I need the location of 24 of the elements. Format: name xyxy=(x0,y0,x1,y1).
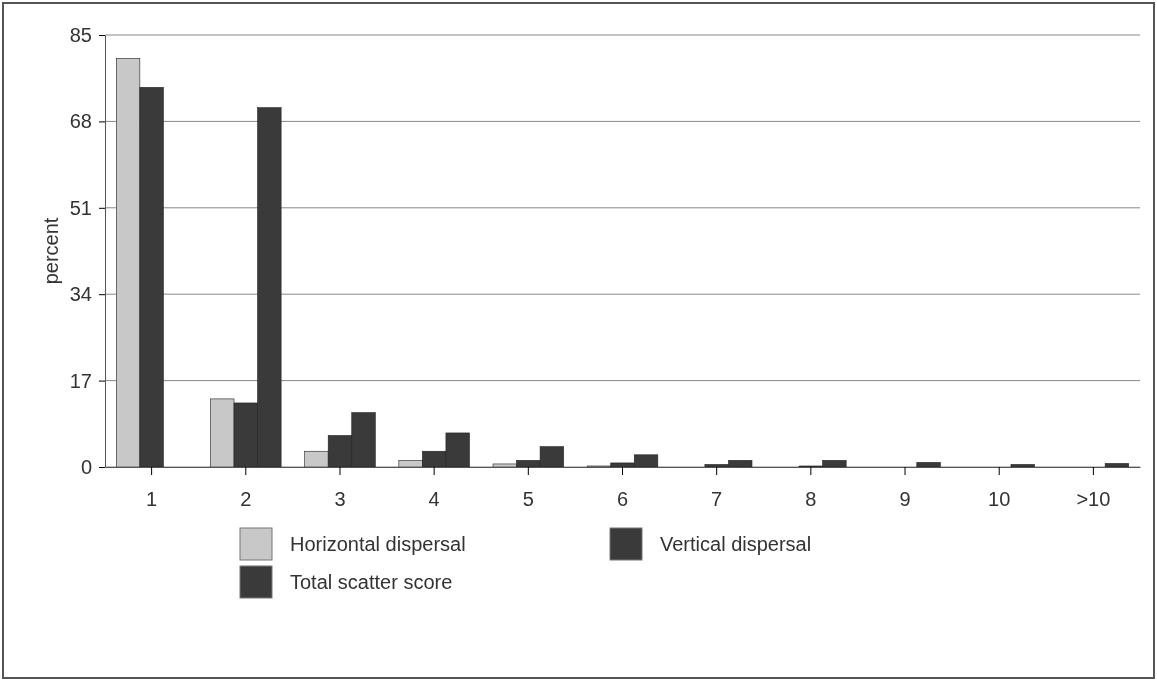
x-tick-label: 7 xyxy=(711,488,723,510)
y-tick-label: 0 xyxy=(80,455,92,478)
y-tick-label: 34 xyxy=(69,283,92,306)
x-tick-label: 4 xyxy=(428,488,440,510)
x-tick-label: 2 xyxy=(240,488,252,510)
legend-label: Total scatter score xyxy=(290,571,453,593)
x-tick-label: 10 xyxy=(988,488,1011,510)
bar xyxy=(1010,464,1035,468)
x-tick-label: >10 xyxy=(1076,488,1111,510)
x-tick-label: 5 xyxy=(522,488,534,510)
y-tick-label: 51 xyxy=(69,196,92,219)
y-tick-label: 85 xyxy=(69,23,92,46)
y-axis-title: percent xyxy=(40,217,62,285)
x-tick-label: 6 xyxy=(616,488,629,510)
bar xyxy=(1104,463,1129,468)
y-tick-label: 17 xyxy=(69,369,92,392)
x-tick-label: 1 xyxy=(146,488,158,510)
legend-label: Vertical dispersal xyxy=(660,533,812,555)
bar xyxy=(916,462,941,468)
x-tick-label: 9 xyxy=(899,488,911,510)
legend-label: Horizontal dispersal xyxy=(290,533,466,555)
x-tick-label: 3 xyxy=(334,488,346,510)
x-tick-label: 8 xyxy=(805,488,817,510)
y-tick-label: 68 xyxy=(69,110,92,133)
